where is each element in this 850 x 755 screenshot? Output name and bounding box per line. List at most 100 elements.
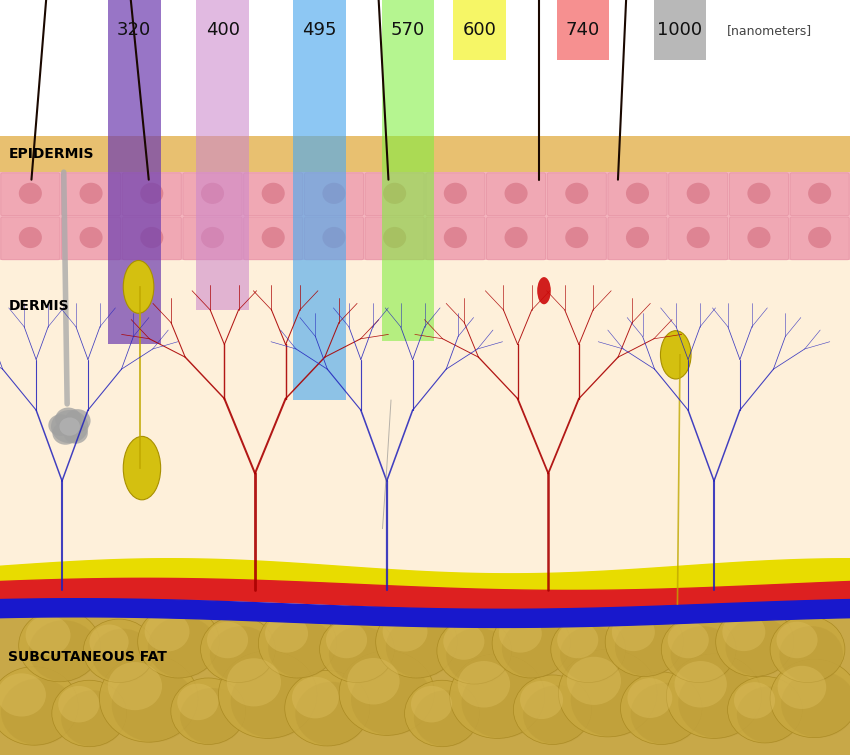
Circle shape: [48, 414, 72, 436]
FancyBboxPatch shape: [608, 217, 667, 260]
Ellipse shape: [322, 227, 345, 248]
Ellipse shape: [565, 227, 588, 248]
Circle shape: [292, 676, 338, 719]
Circle shape: [725, 618, 792, 676]
Circle shape: [499, 615, 541, 652]
Ellipse shape: [444, 227, 467, 248]
Bar: [557, 0, 609, 60]
Bar: [382, 0, 434, 341]
Circle shape: [450, 654, 545, 738]
Ellipse shape: [505, 183, 528, 204]
Circle shape: [779, 626, 843, 683]
Circle shape: [776, 621, 818, 658]
FancyBboxPatch shape: [61, 173, 121, 216]
Ellipse shape: [262, 227, 285, 248]
Circle shape: [382, 612, 428, 652]
Ellipse shape: [808, 183, 831, 204]
FancyBboxPatch shape: [304, 217, 364, 260]
Ellipse shape: [747, 183, 770, 204]
FancyBboxPatch shape: [366, 173, 424, 216]
Ellipse shape: [140, 183, 163, 204]
Circle shape: [437, 618, 512, 684]
Circle shape: [265, 615, 308, 652]
Circle shape: [666, 654, 762, 738]
Circle shape: [53, 421, 78, 445]
Circle shape: [671, 626, 734, 683]
Circle shape: [667, 621, 709, 658]
Circle shape: [631, 683, 700, 744]
Text: 400: 400: [206, 21, 240, 39]
Ellipse shape: [626, 227, 649, 248]
FancyBboxPatch shape: [486, 173, 546, 216]
Circle shape: [138, 606, 219, 678]
Bar: [453, 0, 506, 60]
Ellipse shape: [444, 183, 467, 204]
Circle shape: [99, 655, 198, 742]
Circle shape: [675, 661, 727, 707]
FancyBboxPatch shape: [547, 217, 606, 260]
Circle shape: [230, 664, 314, 738]
FancyBboxPatch shape: [486, 217, 546, 260]
Ellipse shape: [687, 183, 710, 204]
Circle shape: [89, 624, 128, 659]
Circle shape: [171, 678, 246, 744]
Ellipse shape: [123, 436, 161, 500]
Circle shape: [722, 613, 765, 651]
Ellipse shape: [626, 183, 649, 204]
FancyBboxPatch shape: [122, 217, 181, 260]
Circle shape: [58, 686, 99, 723]
Circle shape: [227, 658, 281, 707]
Circle shape: [524, 686, 590, 744]
Circle shape: [218, 651, 317, 738]
Circle shape: [351, 664, 432, 735]
Ellipse shape: [19, 183, 42, 204]
Text: SUBCUTANEOUS FAT: SUBCUTANEOUS FAT: [8, 650, 167, 664]
FancyBboxPatch shape: [122, 173, 181, 216]
FancyBboxPatch shape: [426, 173, 484, 216]
Circle shape: [558, 649, 657, 737]
Circle shape: [55, 408, 82, 431]
Circle shape: [19, 609, 100, 682]
Ellipse shape: [808, 227, 831, 248]
Circle shape: [502, 619, 569, 678]
Bar: [293, 0, 346, 400]
FancyBboxPatch shape: [669, 173, 728, 216]
Circle shape: [414, 690, 478, 747]
Bar: [196, 0, 249, 310]
Circle shape: [605, 607, 683, 676]
Bar: [0, 260, 850, 612]
Ellipse shape: [383, 227, 406, 248]
FancyBboxPatch shape: [426, 217, 484, 260]
FancyBboxPatch shape: [608, 173, 667, 216]
Circle shape: [83, 619, 155, 683]
Circle shape: [386, 616, 456, 678]
Circle shape: [405, 680, 479, 747]
Circle shape: [201, 616, 275, 683]
Text: 320: 320: [117, 21, 151, 39]
Circle shape: [376, 606, 457, 678]
Text: [nanometers]: [nanometers]: [727, 23, 812, 37]
FancyBboxPatch shape: [669, 217, 728, 260]
Circle shape: [567, 657, 621, 705]
FancyBboxPatch shape: [183, 173, 242, 216]
Circle shape: [781, 671, 850, 738]
Circle shape: [678, 667, 759, 738]
Circle shape: [734, 682, 775, 719]
FancyBboxPatch shape: [729, 217, 789, 260]
Circle shape: [65, 409, 91, 433]
Circle shape: [258, 609, 337, 678]
FancyBboxPatch shape: [729, 173, 789, 216]
Text: DERMIS: DERMIS: [8, 299, 69, 313]
Circle shape: [411, 686, 452, 723]
Circle shape: [29, 620, 99, 682]
Circle shape: [462, 667, 542, 738]
Circle shape: [492, 609, 570, 678]
Circle shape: [520, 681, 563, 719]
Text: 570: 570: [391, 21, 425, 39]
Circle shape: [661, 616, 736, 683]
Circle shape: [443, 623, 484, 660]
Ellipse shape: [322, 183, 345, 204]
Ellipse shape: [140, 227, 163, 248]
Circle shape: [0, 673, 46, 716]
Circle shape: [180, 688, 244, 744]
